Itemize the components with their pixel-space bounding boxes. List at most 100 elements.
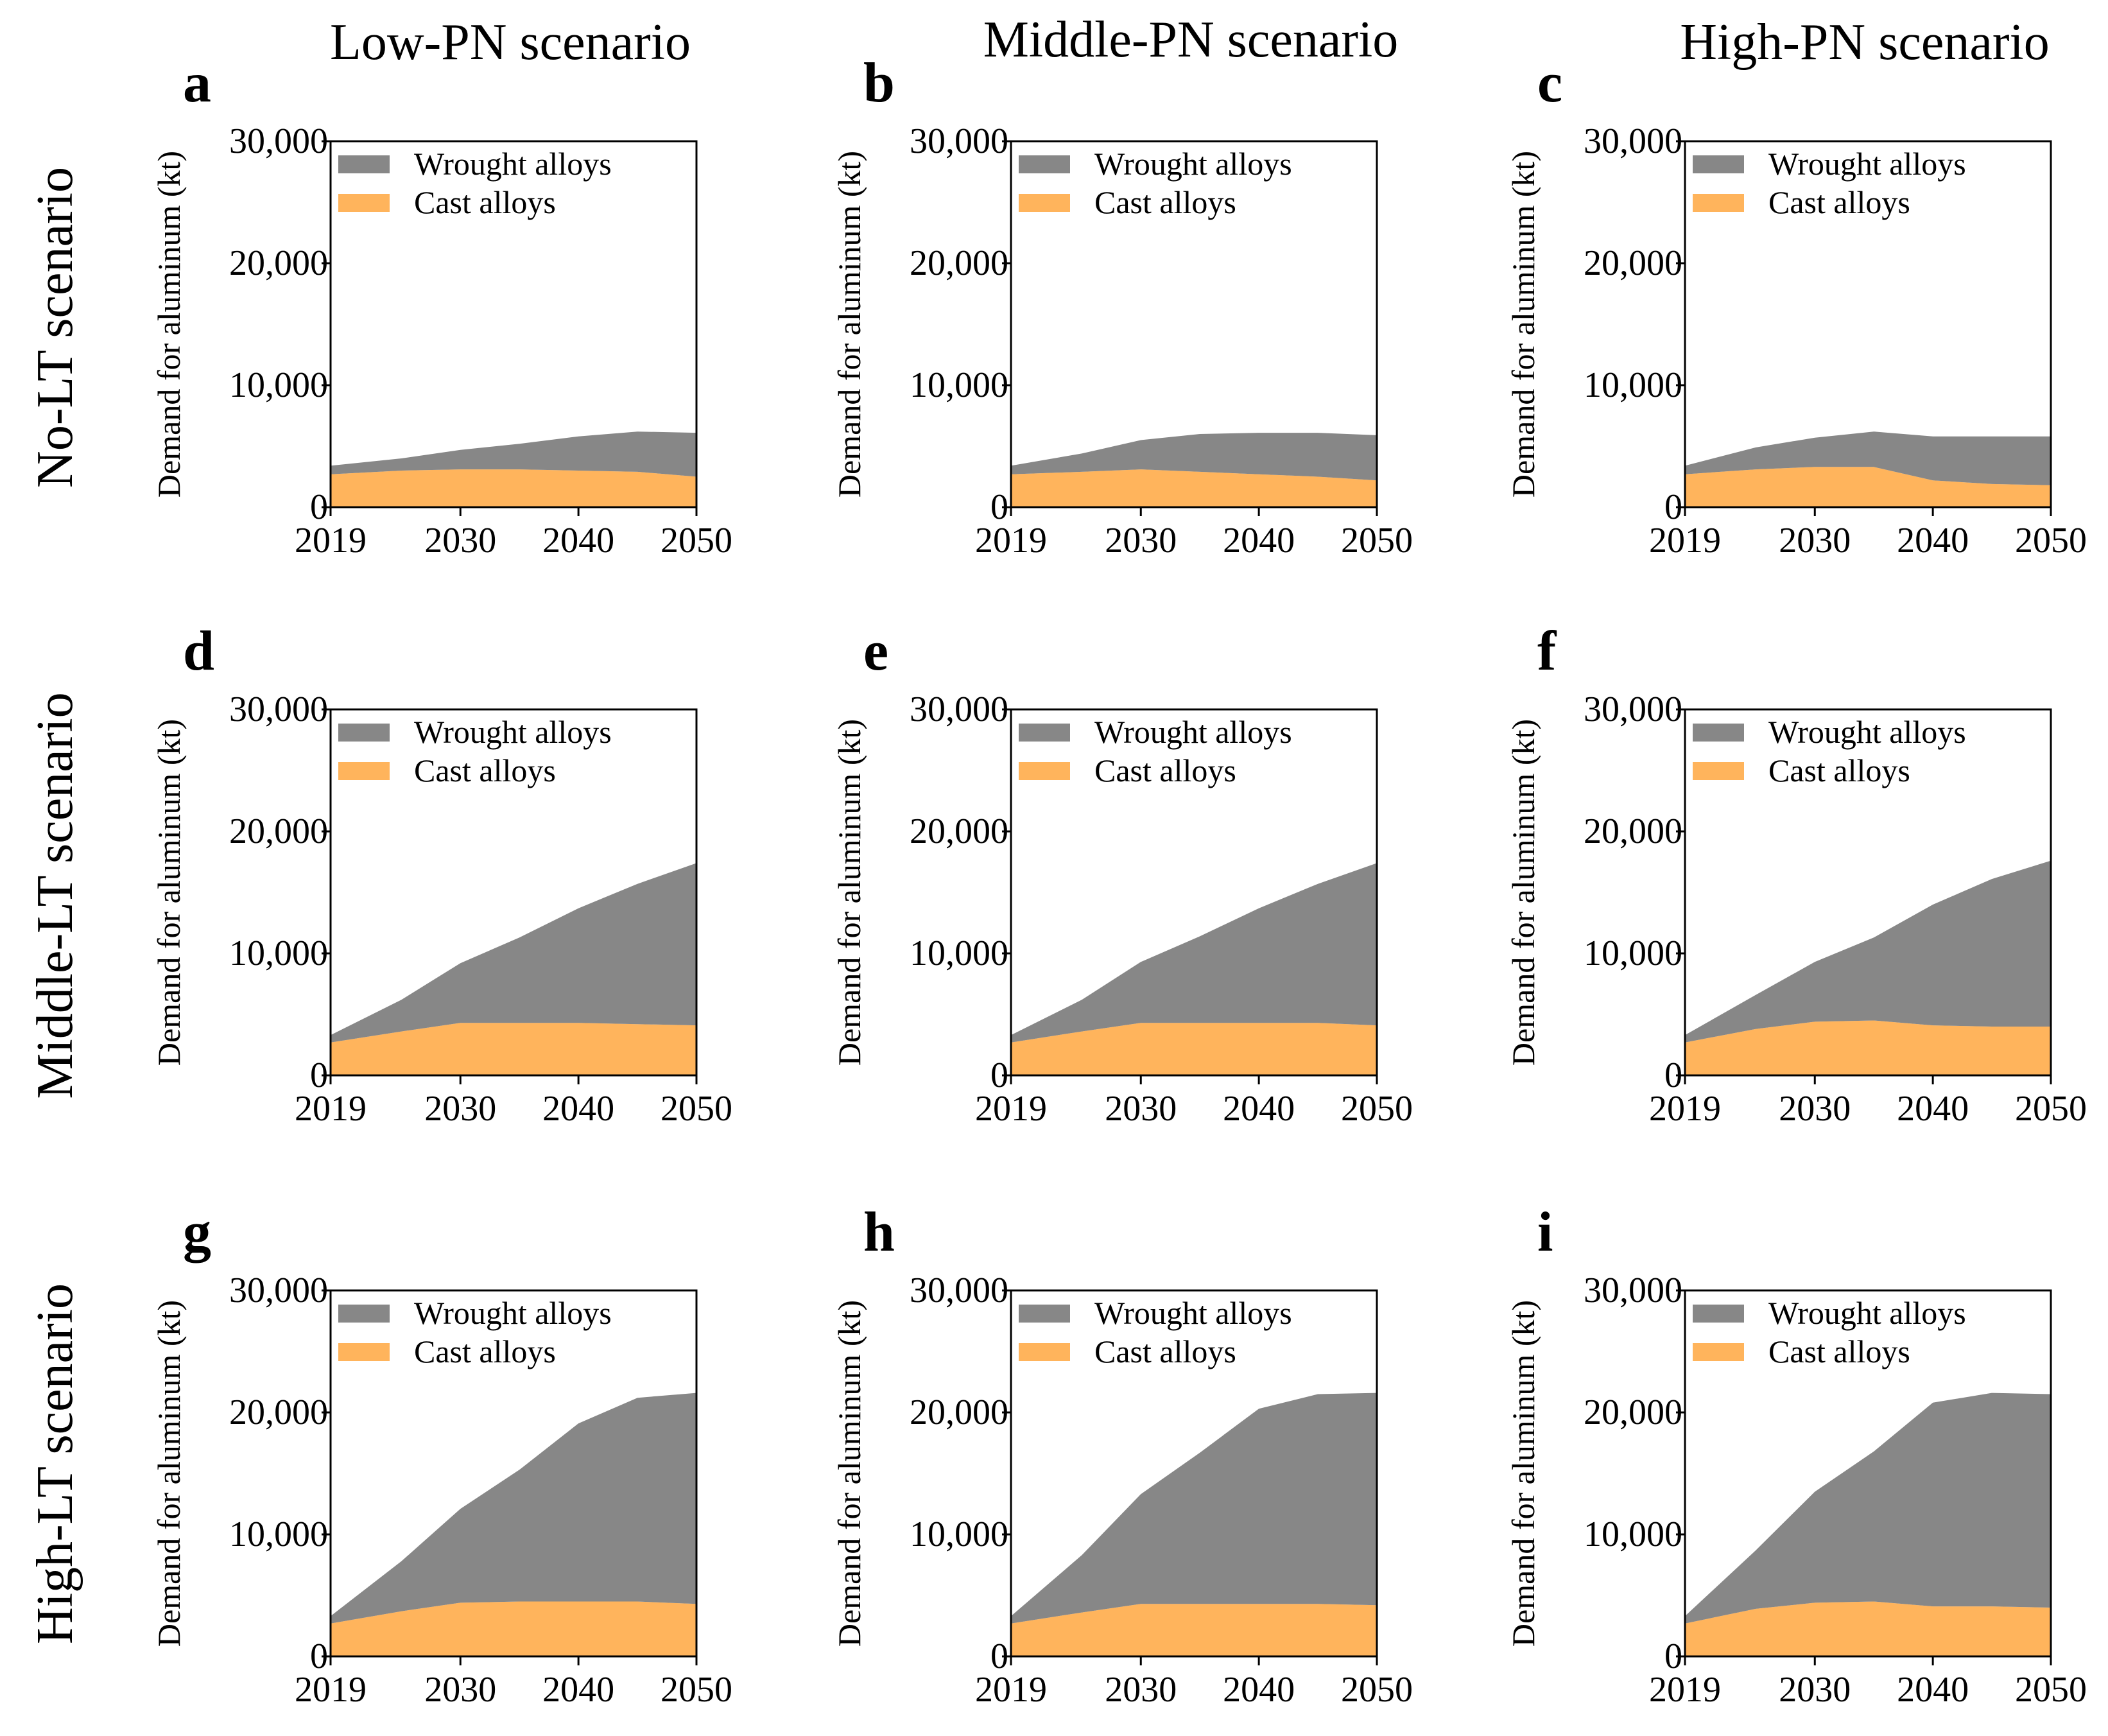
y-tick-label-b: 20,000	[910, 243, 1008, 283]
x-tick-label-i: 2030	[1779, 1670, 1851, 1710]
y-tick-label-g: 10,000	[229, 1515, 328, 1554]
y-tick-label-b: 10,000	[910, 365, 1008, 405]
x-tick-label-d: 2040	[542, 1089, 614, 1129]
panel-a: 0 10,000 20,000 30,000 2019 2030 2040 2050 Deman…	[151, 52, 732, 560]
y-tick-label-i: 0	[1664, 1636, 1682, 1676]
cast-alloys-area-i	[1685, 1601, 2051, 1656]
wrought-alloys-area-a	[331, 431, 696, 477]
y-tick-label-i: 10,000	[1584, 1515, 1682, 1554]
panel-g: 0 10,000 20,000 30,000 2019 2030 2040 2050 Deman…	[151, 1201, 732, 1710]
legend-swatch-wrought-g	[338, 1305, 390, 1323]
x-tick-label-a: 2019	[295, 521, 367, 560]
legend-swatch-cast-g	[338, 1343, 390, 1361]
y-tick-label-h: 30,000	[910, 1271, 1008, 1310]
y-tick-label-b: 30,000	[910, 121, 1008, 161]
x-tick-label-g: 2050	[661, 1670, 732, 1710]
legend-label-wrought-d: Wrought alloys	[414, 714, 612, 750]
x-tick-label-g: 2030	[424, 1670, 496, 1710]
panel-letter-g: g	[183, 1201, 211, 1263]
x-tick-label-d: 2050	[661, 1089, 732, 1129]
legend-label-cast-b: Cast alloys	[1094, 184, 1236, 220]
panel-c: 0 10,000 20,000 30,000 2019 2030 2040 2050 Deman…	[1505, 52, 2087, 560]
y-tick-label-e: 10,000	[910, 933, 1008, 973]
plot-frame-a	[329, 140, 698, 508]
y-tick-label-c: 10,000	[1584, 365, 1682, 405]
cast-alloys-area-e	[1011, 1023, 1377, 1075]
y-tick-label-a: 20,000	[229, 243, 328, 283]
panel-d: 0 10,000 20,000 30,000 2019 2030 2040 2050 Deman…	[151, 620, 732, 1129]
x-tick-label-h: 2040	[1223, 1670, 1295, 1710]
legend-swatch-wrought-f	[1693, 724, 1744, 742]
legend-swatch-wrought-d	[338, 724, 390, 742]
panel-h: 0 10,000 20,000 30,000 2019 2030 2040 2050 Deman…	[831, 1201, 1413, 1710]
plot-frame-g	[329, 1289, 698, 1658]
legend-swatch-cast-i	[1693, 1343, 1744, 1361]
legend-swatch-cast-f	[1693, 762, 1744, 780]
panel-f: 0 10,000 20,000 30,000 2019 2030 2040 2050 Deman…	[1505, 620, 2087, 1129]
legend-label-cast-c: Cast alloys	[1768, 184, 1910, 220]
y-axis-label-g: Demand for aluminum (kt)	[151, 1300, 187, 1647]
wrought-alloys-area-h	[1011, 1393, 1377, 1624]
x-tick-label-e: 2050	[1341, 1089, 1413, 1129]
legend-swatch-cast-d	[338, 762, 390, 780]
legend-label-wrought-c: Wrought alloys	[1768, 146, 1966, 182]
wrought-alloys-area-d	[331, 863, 696, 1043]
x-tick-label-c: 2040	[1897, 521, 1969, 560]
plot-frame-i	[1684, 1289, 2052, 1658]
x-tick-label-i: 2040	[1897, 1670, 1969, 1710]
legend-label-cast-d: Cast alloys	[414, 752, 556, 788]
x-tick-label-f: 2019	[1649, 1089, 1721, 1129]
cast-alloys-area-f	[1685, 1020, 2051, 1075]
plot-frame-h	[1010, 1289, 1378, 1658]
x-tick-label-f: 2040	[1897, 1089, 1969, 1129]
x-tick-label-i: 2019	[1649, 1670, 1721, 1710]
legend-swatch-cast-c	[1693, 194, 1744, 212]
y-tick-label-c: 30,000	[1584, 121, 1682, 161]
wrought-alloys-area-e	[1011, 863, 1377, 1043]
legend-swatch-wrought-b	[1019, 155, 1070, 173]
x-tick-label-b: 2030	[1105, 521, 1177, 560]
wrought-alloys-area-i	[1685, 1393, 2051, 1624]
wrought-alloys-area-g	[331, 1393, 696, 1624]
legend-label-cast-f: Cast alloys	[1768, 752, 1910, 788]
legend-swatch-wrought-a	[338, 155, 390, 173]
legend-label-cast-e: Cast alloys	[1094, 752, 1236, 788]
panel-letter-b: b	[863, 52, 895, 114]
x-tick-label-a: 2040	[542, 521, 614, 560]
wrought-alloys-area-b	[1011, 433, 1377, 481]
legend-label-cast-i: Cast alloys	[1768, 1333, 1910, 1369]
column-title-low-pn: Low-PN scenario	[330, 14, 691, 71]
x-tick-label-e: 2019	[975, 1089, 1047, 1129]
x-tick-label-b: 2040	[1223, 521, 1295, 560]
legend-label-wrought-a: Wrought alloys	[414, 146, 612, 182]
legend-label-wrought-g: Wrought alloys	[414, 1295, 612, 1331]
legend-swatch-wrought-i	[1693, 1305, 1744, 1323]
y-axis-label-d: Demand for aluminum (kt)	[151, 719, 187, 1066]
y-tick-label-g: 20,000	[229, 1393, 328, 1432]
x-tick-label-f: 2050	[2015, 1089, 2087, 1129]
x-tick-label-c: 2050	[2015, 521, 2087, 560]
x-tick-label-e: 2040	[1223, 1089, 1295, 1129]
legend-label-wrought-f: Wrought alloys	[1768, 714, 1966, 750]
y-tick-label-i: 20,000	[1584, 1393, 1682, 1432]
column-title-middle-pn: Middle-PN scenario	[983, 12, 1399, 68]
y-tick-label-f: 10,000	[1584, 933, 1682, 973]
cast-alloys-area-d	[331, 1023, 696, 1075]
y-axis-label-a: Demand for aluminum (kt)	[151, 151, 187, 498]
cast-alloys-area-c	[1685, 467, 2051, 507]
y-axis-label-f: Demand for aluminum (kt)	[1505, 719, 1541, 1066]
plot-frame-e	[1010, 708, 1378, 1077]
y-tick-label-d: 10,000	[229, 933, 328, 973]
legend-swatch-cast-b	[1019, 194, 1070, 212]
x-tick-label-h: 2030	[1105, 1670, 1177, 1710]
plot-frame-b	[1010, 140, 1378, 508]
cast-alloys-area-g	[331, 1601, 696, 1656]
y-tick-label-b: 0	[990, 487, 1008, 527]
legend-label-cast-h: Cast alloys	[1094, 1333, 1236, 1369]
panel-letter-e: e	[863, 620, 888, 682]
panel-letter-i: i	[1537, 1201, 1553, 1263]
plot-frame-c	[1684, 140, 2052, 508]
x-tick-label-i: 2050	[2015, 1670, 2087, 1710]
panel-letter-d: d	[183, 620, 214, 682]
